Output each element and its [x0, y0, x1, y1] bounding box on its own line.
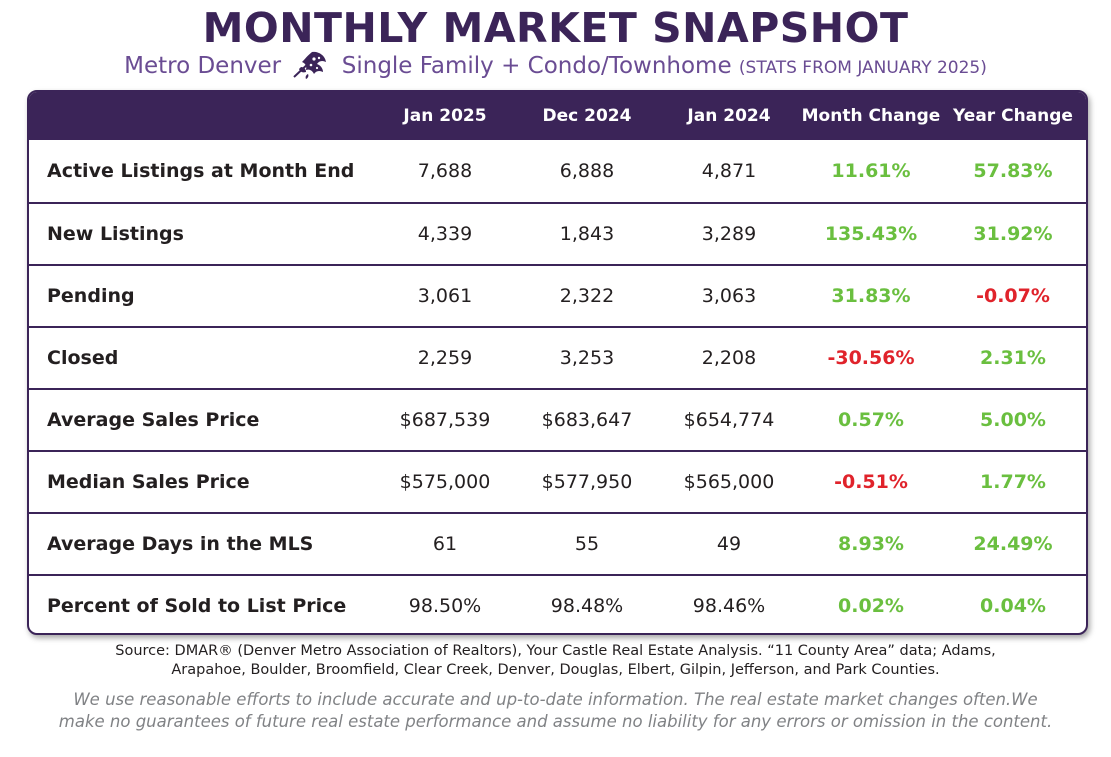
cell-dec-2024: 3,253 — [559, 347, 615, 369]
market-stats-table: Jan 2025 Dec 2024 Jan 2024 Month Change … — [27, 90, 1088, 635]
cell-year-change: 24.49% — [973, 533, 1053, 555]
leaf-icon — [292, 50, 330, 80]
cell-month-change: 0.57% — [838, 409, 904, 431]
cell-year-change: 5.00% — [980, 409, 1046, 431]
cell-year-change: -0.07% — [976, 285, 1050, 307]
cell-dec-2024: $683,647 — [541, 409, 633, 431]
subtitle-region: Metro Denver — [124, 53, 282, 79]
cell-jan-2025: 4,339 — [417, 223, 473, 245]
table-header-row: Jan 2025 Dec 2024 Jan 2024 Month Change … — [29, 92, 1086, 140]
table-row: Median Sales Price $575,000 $577,950 $56… — [29, 450, 1086, 512]
header-dec-2024: Dec 2024 — [542, 106, 632, 126]
table-row: Pending 3,061 2,322 3,063 31.83% -0.07% — [29, 264, 1086, 326]
row-label: Closed — [47, 347, 119, 369]
source-note: Source: DMAR® (Denver Metro Association … — [0, 642, 1111, 680]
cell-jan-2025: $687,539 — [399, 409, 491, 431]
cell-jan-2024: 3,063 — [701, 285, 757, 307]
row-label: Median Sales Price — [47, 471, 250, 493]
table-row: Average Sales Price $687,539 $683,647 $6… — [29, 388, 1086, 450]
disclaimer-note: We use reasonable efforts to include acc… — [0, 689, 1111, 733]
cell-jan-2025: 3,061 — [417, 285, 473, 307]
row-label: Percent of Sold to List Price — [47, 595, 347, 617]
header-jan-2024: Jan 2024 — [687, 106, 771, 126]
cell-year-change: 57.83% — [973, 160, 1053, 182]
table-row: New Listings 4,339 1,843 3,289 135.43% 3… — [29, 202, 1086, 264]
row-label: Average Sales Price — [47, 409, 260, 431]
header-month-change: Month Change — [801, 106, 941, 126]
cell-jan-2025: $575,000 — [399, 471, 491, 493]
row-label: Active Listings at Month End — [47, 160, 355, 182]
source-line: Arapahoe, Boulder, Broomfield, Clear Cre… — [171, 662, 940, 678]
cell-dec-2024: 98.48% — [550, 595, 624, 617]
cell-dec-2024: 6,888 — [559, 160, 615, 182]
cell-month-change: 135.43% — [824, 223, 918, 245]
source-line: Source: DMAR® (Denver Metro Association … — [115, 643, 996, 659]
cell-year-change: 31.92% — [973, 223, 1053, 245]
cell-month-change: -30.56% — [827, 347, 915, 369]
subtitle-stats-date: (STATS FROM JANUARY 2025) — [738, 58, 987, 78]
subtitle-property-type: Single Family + Condo/Townhome — [341, 53, 732, 79]
table-row: Closed 2,259 3,253 2,208 -30.56% 2.31% — [29, 326, 1086, 388]
cell-jan-2024: 98.46% — [692, 595, 766, 617]
cell-year-change: 0.04% — [980, 595, 1046, 617]
cell-dec-2024: $577,950 — [541, 471, 633, 493]
row-label: Pending — [47, 285, 135, 307]
cell-month-change: 8.93% — [838, 533, 904, 555]
cell-year-change: 2.31% — [980, 347, 1046, 369]
cell-jan-2024: 4,871 — [701, 160, 757, 182]
cell-jan-2025: 98.50% — [408, 595, 482, 617]
row-label: New Listings — [47, 223, 184, 245]
cell-month-change: 31.83% — [831, 285, 911, 307]
cell-dec-2024: 1,843 — [559, 223, 615, 245]
table-row: Percent of Sold to List Price 98.50% 98.… — [29, 574, 1086, 633]
cell-jan-2024: 2,208 — [701, 347, 757, 369]
cell-jan-2024: $654,774 — [683, 409, 775, 431]
table-row: Average Days in the MLS 61 55 49 8.93% 2… — [29, 512, 1086, 574]
row-label: Average Days in the MLS — [47, 533, 314, 555]
cell-jan-2025: 61 — [432, 533, 458, 555]
disclaimer-line: make no guarantees of future real estate… — [58, 712, 1053, 731]
disclaimer-line: We use reasonable efforts to include acc… — [73, 690, 1038, 709]
table-row: Active Listings at Month End 7,688 6,888… — [29, 140, 1086, 202]
cell-jan-2024: 49 — [716, 533, 742, 555]
cell-year-change: 1.77% — [980, 471, 1046, 493]
cell-dec-2024: 55 — [574, 533, 600, 555]
cell-dec-2024: 2,322 — [559, 285, 615, 307]
cell-jan-2024: 3,289 — [701, 223, 757, 245]
cell-month-change: 0.02% — [838, 595, 904, 617]
header-jan-2025: Jan 2025 — [403, 106, 487, 126]
cell-jan-2025: 2,259 — [417, 347, 473, 369]
header-year-change: Year Change — [953, 106, 1073, 126]
page-subtitle: Metro Denver Single Family + Condo/Townh… — [0, 50, 1111, 83]
cell-jan-2024: $565,000 — [683, 471, 775, 493]
cell-month-change: 11.61% — [831, 160, 911, 182]
cell-month-change: -0.51% — [834, 471, 908, 493]
page-title: MONTHLY MARKET SNAPSHOT — [202, 4, 909, 52]
cell-jan-2025: 7,688 — [417, 160, 473, 182]
